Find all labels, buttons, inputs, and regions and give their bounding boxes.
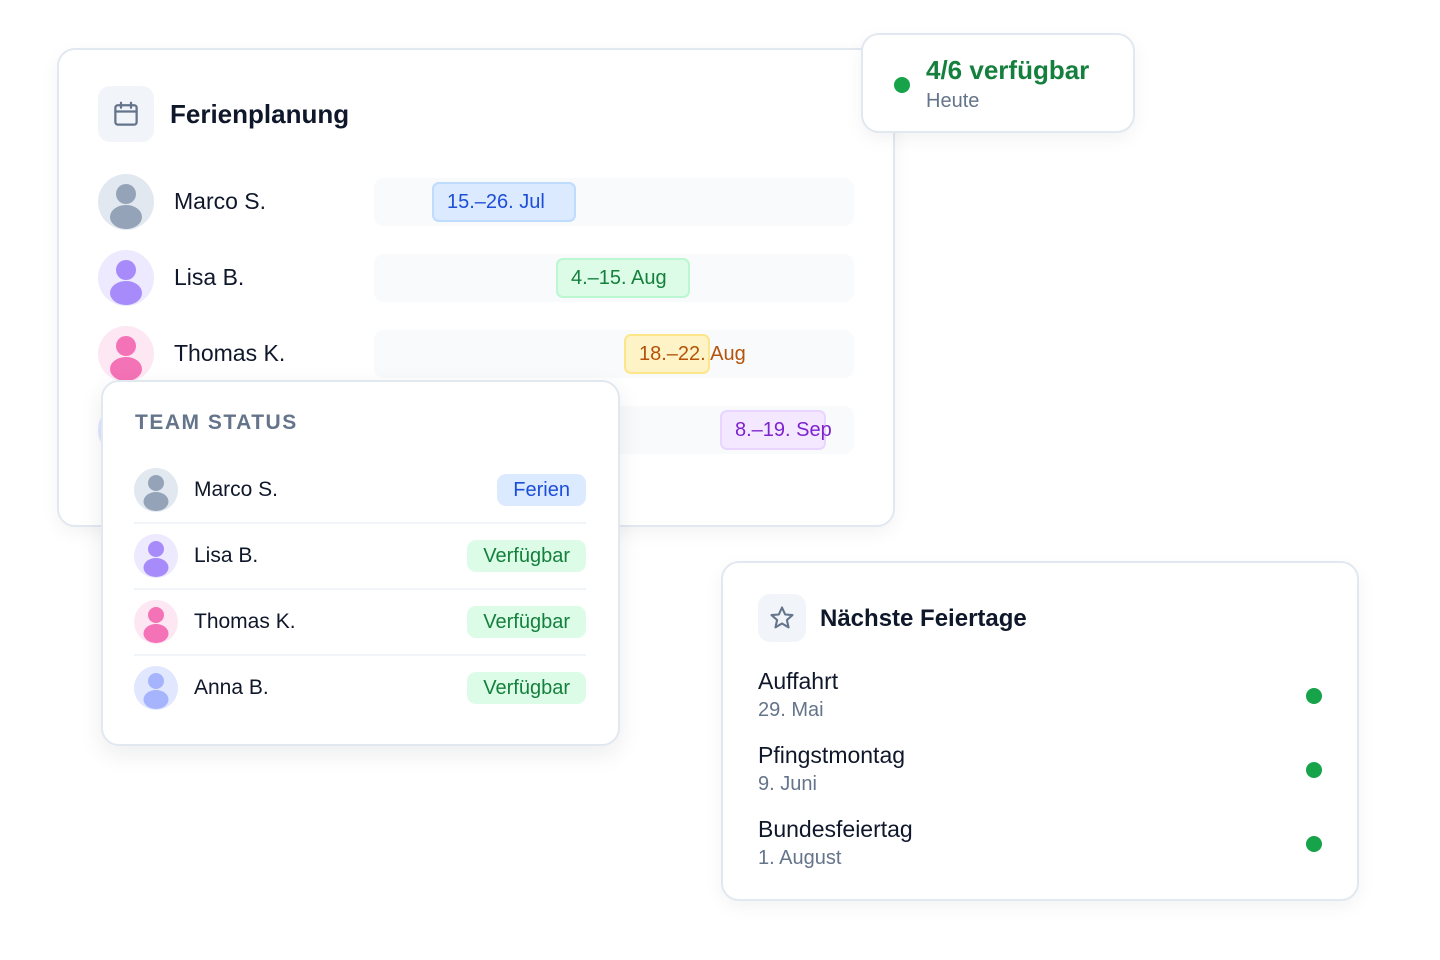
calendar-icon-box xyxy=(98,86,154,142)
team-member-name: Thomas K. xyxy=(194,610,296,633)
star-icon-box xyxy=(758,594,806,642)
planner-member-name: Thomas K. xyxy=(174,340,286,366)
status-dot xyxy=(1306,762,1322,778)
availability-card: 4/6 verfügbar Heute xyxy=(861,33,1135,133)
holiday-name: Bundesfeiertag xyxy=(758,816,913,842)
planner-member-name: Marco S. xyxy=(174,188,267,214)
vacation-range-pill[interactable]: 8.–19. Sep xyxy=(720,410,832,450)
planner-title: Ferienplanung xyxy=(170,99,350,129)
team-status-title: TEAM STATUS xyxy=(135,411,298,434)
holiday-date: 1. August xyxy=(758,847,842,869)
divider xyxy=(134,522,586,524)
status-badge: Verfügbar xyxy=(467,540,586,572)
avatar xyxy=(134,468,178,512)
holiday-date: 29. Mai xyxy=(758,699,824,721)
divider xyxy=(134,654,586,656)
star-icon xyxy=(770,606,794,629)
holiday-name: Auffahrt xyxy=(758,668,839,694)
status-badge: Verfügbar xyxy=(467,672,586,704)
availability-value: 4/6 verfügbar xyxy=(926,55,1090,85)
avatar xyxy=(134,600,178,644)
vacation-timeline-track xyxy=(374,330,854,378)
vacation-range-pill[interactable]: 15.–26. Jul xyxy=(432,182,576,222)
holiday-name: Pfingstmontag xyxy=(758,742,906,768)
holidays-title: Nächste Feiertage xyxy=(820,605,1027,632)
avatar xyxy=(134,534,178,578)
team-member-name: Marco S. xyxy=(194,478,279,501)
team-member-name: Lisa B. xyxy=(194,544,259,567)
holidays-card xyxy=(721,561,1359,901)
availability-dot xyxy=(894,77,910,93)
calendar-icon xyxy=(114,101,138,126)
avatar xyxy=(98,174,154,230)
avatar xyxy=(98,250,154,306)
team-member-name: Anna B. xyxy=(194,676,269,699)
holiday-date: 9. Juni xyxy=(758,773,817,795)
status-badge: Ferien xyxy=(497,474,586,506)
divider xyxy=(134,588,586,590)
availability-label: Heute xyxy=(926,90,980,112)
vacation-range-pill[interactable]: 18.–22. Aug xyxy=(624,334,746,374)
status-dot xyxy=(1306,836,1322,852)
planner-member-name: Lisa B. xyxy=(174,264,245,290)
avatar xyxy=(98,326,154,382)
status-badge: Verfügbar xyxy=(467,606,586,638)
vacation-range-pill[interactable]: 4.–15. Aug xyxy=(556,258,690,298)
avatar xyxy=(134,666,178,710)
status-dot xyxy=(1306,688,1322,704)
